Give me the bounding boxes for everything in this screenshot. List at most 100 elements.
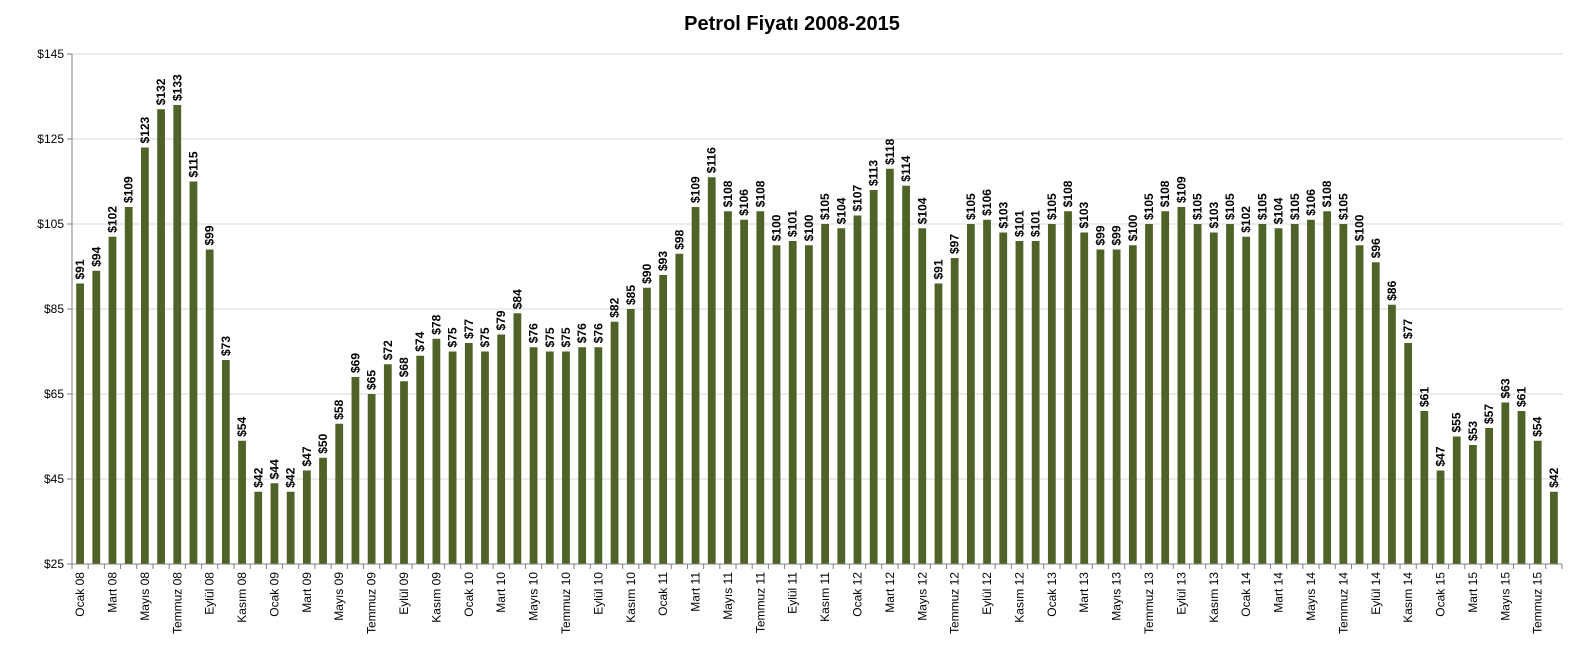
y-tick-label: $105 bbox=[37, 217, 64, 231]
bar bbox=[594, 347, 603, 564]
x-tick-label: Ocak 11 bbox=[656, 572, 670, 616]
data-label: $105 bbox=[1255, 193, 1269, 220]
data-label: $63 bbox=[1498, 378, 1512, 398]
data-label: $61 bbox=[1417, 387, 1431, 407]
data-label: $104 bbox=[1272, 197, 1286, 224]
data-label: $74 bbox=[413, 331, 427, 351]
data-label: $99 bbox=[1093, 225, 1107, 245]
bar bbox=[513, 313, 522, 564]
bar bbox=[1485, 428, 1494, 564]
data-label: $114 bbox=[899, 155, 913, 181]
bar bbox=[76, 283, 84, 564]
bar bbox=[367, 394, 376, 564]
data-label: $76 bbox=[575, 323, 589, 343]
bar bbox=[1307, 219, 1315, 564]
data-label: $105 bbox=[1336, 193, 1350, 220]
x-tick-label: Ocak 08 bbox=[73, 572, 87, 617]
data-label: $100 bbox=[802, 214, 816, 241]
data-label: $108 bbox=[1158, 180, 1172, 207]
bar bbox=[772, 245, 781, 564]
data-label: $76 bbox=[591, 323, 605, 343]
data-label: $47 bbox=[300, 446, 314, 466]
data-label: $69 bbox=[348, 353, 362, 373]
data-label: $102 bbox=[1239, 206, 1253, 233]
data-label: $105 bbox=[1191, 193, 1205, 220]
x-tick-label: Mart 13 bbox=[1077, 572, 1091, 613]
bar bbox=[140, 147, 149, 564]
data-label: $105 bbox=[964, 193, 978, 220]
bar bbox=[707, 177, 716, 564]
bar bbox=[1226, 224, 1234, 564]
bar bbox=[869, 190, 878, 564]
data-label: $101 bbox=[1029, 210, 1043, 237]
bar bbox=[643, 287, 651, 564]
bar bbox=[1452, 436, 1461, 564]
bar bbox=[238, 440, 246, 564]
data-label: $106 bbox=[737, 189, 751, 216]
x-tick-label: Eylül 14 bbox=[1369, 572, 1383, 615]
bar bbox=[1404, 343, 1413, 564]
data-label: $116 bbox=[705, 147, 719, 173]
bar bbox=[853, 215, 862, 564]
bar bbox=[1388, 304, 1396, 564]
bar bbox=[286, 491, 295, 564]
data-label: $65 bbox=[365, 370, 379, 390]
bar bbox=[1145, 224, 1153, 564]
bar bbox=[1161, 211, 1170, 564]
x-tick-label: Ocak 13 bbox=[1045, 572, 1059, 617]
x-tick-label: Temmuz 09 bbox=[365, 572, 379, 634]
y-tick-label: $25 bbox=[44, 557, 64, 571]
x-tick-label: Kasım 08 bbox=[235, 572, 249, 623]
data-label: $107 bbox=[850, 184, 864, 211]
bar bbox=[740, 219, 749, 564]
bar bbox=[1501, 402, 1510, 564]
x-tick-label: Eylül 09 bbox=[397, 572, 411, 615]
bar bbox=[659, 275, 668, 564]
data-label: $72 bbox=[381, 340, 395, 360]
bar bbox=[1080, 232, 1089, 564]
x-tick-label: Ocak 15 bbox=[1434, 572, 1448, 617]
bar bbox=[1290, 224, 1299, 564]
bar bbox=[999, 232, 1008, 564]
bar bbox=[724, 211, 732, 564]
data-label: $98 bbox=[672, 229, 686, 249]
x-tick-label: Temmuz 08 bbox=[170, 572, 184, 634]
bar bbox=[319, 457, 327, 564]
x-tick-label: Kasım 10 bbox=[624, 572, 638, 623]
x-tick-label: Temmuz 15 bbox=[1531, 572, 1545, 634]
bar bbox=[1047, 224, 1056, 564]
bar bbox=[1420, 411, 1429, 564]
x-tick-label: Mayıs 08 bbox=[138, 572, 152, 621]
data-label: $68 bbox=[397, 357, 411, 377]
x-tick-label: Eylül 13 bbox=[1174, 572, 1188, 615]
x-tick-label: Ocak 10 bbox=[462, 572, 476, 617]
x-tick-label: Mayıs 13 bbox=[1110, 572, 1124, 621]
data-label: $105 bbox=[1045, 193, 1059, 220]
data-label: $106 bbox=[1304, 189, 1318, 216]
x-tick-label: Ocak 14 bbox=[1239, 572, 1253, 617]
data-label: $133 bbox=[170, 74, 184, 101]
data-label: $109 bbox=[689, 176, 703, 203]
data-label: $54 bbox=[235, 416, 249, 436]
bar bbox=[1064, 211, 1072, 564]
data-label: $86 bbox=[1385, 280, 1399, 300]
data-label: $91 bbox=[73, 259, 87, 279]
data-label: $109 bbox=[122, 176, 136, 203]
data-label: $91 bbox=[931, 259, 945, 279]
bar bbox=[92, 270, 101, 564]
bar bbox=[1371, 262, 1380, 564]
x-tick-label: Eylül 08 bbox=[203, 572, 217, 615]
bar bbox=[837, 228, 846, 564]
bar bbox=[788, 241, 797, 564]
bar bbox=[950, 258, 959, 564]
x-tick-label: Temmuz 12 bbox=[948, 572, 962, 634]
x-tick-label: Eylül 11 bbox=[786, 572, 800, 614]
data-label: $79 bbox=[494, 310, 508, 330]
data-label: $104 bbox=[915, 197, 929, 224]
y-tick-label: $125 bbox=[37, 132, 64, 146]
data-label: $103 bbox=[1207, 201, 1221, 228]
data-label: $118 bbox=[883, 138, 897, 164]
bar bbox=[400, 381, 408, 564]
bar bbox=[529, 347, 538, 564]
